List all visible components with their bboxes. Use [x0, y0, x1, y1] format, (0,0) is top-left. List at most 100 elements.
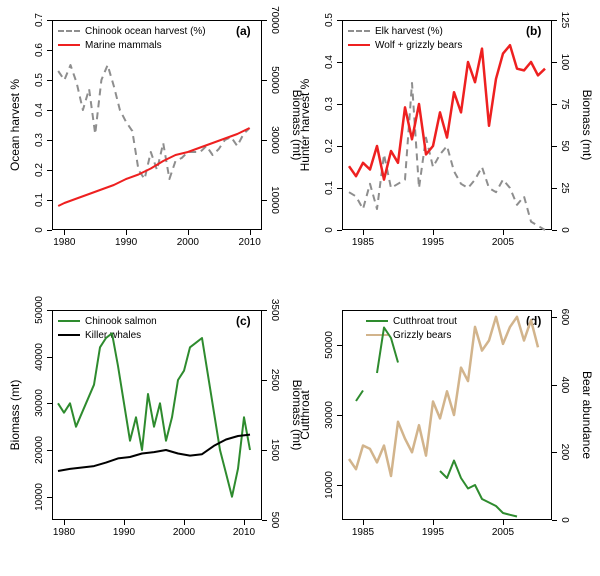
legend: Chinook ocean harvest (%)Marine mammals	[58, 24, 206, 52]
legend-swatch	[58, 334, 80, 336]
y-right-tick-label: 30000	[269, 120, 280, 160]
legend-swatch	[58, 320, 80, 322]
x-tick-label: 2010	[235, 237, 265, 248]
y-left-tick-label: 20000	[34, 430, 45, 470]
y-right-tick	[262, 200, 267, 201]
y-left-tick	[337, 485, 342, 486]
y-left-tick	[47, 310, 52, 311]
x-tick-label: 1990	[111, 237, 141, 248]
x-tick	[126, 230, 127, 235]
y-right-tick-label: 0	[559, 210, 570, 250]
y-left-tick	[47, 230, 52, 231]
y-right-tick-label: 3500	[269, 290, 280, 330]
y-left-tick	[47, 170, 52, 171]
y-left-tick-label: 50000	[324, 325, 335, 365]
y-right-tick-label: 100	[559, 42, 570, 82]
y-right-tick-label: 50000	[269, 60, 280, 100]
panel-tag: (c)	[236, 314, 256, 328]
y-left-tick	[337, 345, 342, 346]
y-right-tick	[552, 188, 557, 189]
legend-label: Wolf + grizzly bears	[375, 40, 462, 51]
y-left-tick	[47, 80, 52, 81]
legend: Cutthroat trout Grizzly bears	[366, 314, 457, 342]
y-right-tick	[262, 380, 267, 381]
x-tick	[433, 230, 434, 235]
y-left-tick	[337, 415, 342, 416]
y-left-label: Cutthroat	[298, 310, 312, 520]
panel-tag: (d)	[526, 314, 546, 328]
legend-label: Chinook ocean harvest (%)	[85, 26, 206, 37]
y-right-tick-label: 600	[559, 297, 570, 337]
legend: Elk harvest (%) Wolf + grizzly bears	[348, 24, 462, 52]
y-right-label: Biomass (mt)	[580, 20, 594, 230]
y-left-tick-label: 0.7	[34, 0, 45, 40]
x-tick	[244, 520, 245, 525]
legend-label: Chinook salmon	[85, 316, 157, 327]
y-right-tick	[552, 20, 557, 21]
panel-b: 19851995200500.10.20.30.40.5025507510012…	[342, 20, 552, 230]
y-left-tick	[337, 104, 342, 105]
y-left-tick	[337, 20, 342, 21]
x-tick-label: 1985	[348, 237, 378, 248]
panel-c: 1980199020002010100002000030000400005000…	[52, 310, 262, 520]
y-left-label: Hunter harvest %	[298, 20, 312, 230]
legend-swatch	[366, 334, 388, 336]
x-tick-label: 2000	[169, 527, 199, 538]
legend-label: Grizzly bears	[393, 330, 451, 341]
y-left-tick	[47, 450, 52, 451]
y-right-tick	[552, 104, 557, 105]
y-left-tick	[47, 140, 52, 141]
x-tick-label: 2010	[229, 527, 259, 538]
x-tick-label: 1990	[109, 527, 139, 538]
x-tick	[433, 520, 434, 525]
y-left-tick	[47, 110, 52, 111]
panel-tag: (a)	[236, 24, 256, 38]
y-right-tick	[552, 452, 557, 453]
x-tick-label: 1980	[49, 527, 79, 538]
x-tick	[124, 520, 125, 525]
y-right-tick	[262, 520, 267, 521]
y-left-tick-label: 50000	[34, 290, 45, 330]
legend-swatch	[348, 44, 370, 46]
y-left-tick	[337, 188, 342, 189]
legend-item: Chinook salmon	[58, 314, 157, 328]
y-left-tick-label: 30000	[324, 395, 335, 435]
y-right-tick-label: 70000	[269, 0, 280, 40]
legend-item: Wolf + grizzly bears	[348, 38, 462, 52]
x-tick-label: 2000	[173, 237, 203, 248]
x-tick-label: 1980	[49, 237, 79, 248]
legend-label: Killer whales	[85, 330, 141, 341]
legend-swatch	[348, 30, 370, 32]
y-right-tick	[262, 310, 267, 311]
y-left-tick	[47, 200, 52, 201]
y-left-tick	[47, 357, 52, 358]
y-right-tick-label: 25	[559, 168, 570, 208]
y-right-tick-label: 200	[559, 432, 570, 472]
legend-swatch	[366, 320, 388, 322]
y-left-tick	[47, 497, 52, 498]
y-right-tick	[552, 385, 557, 386]
y-right-tick	[552, 62, 557, 63]
legend-label: Cutthroat trout	[393, 316, 457, 327]
y-right-tick-label: 500	[269, 500, 280, 540]
legend-item: Grizzly bears	[366, 328, 457, 342]
legend: Chinook salmon Killer whales	[58, 314, 157, 342]
legend-item: Cutthroat trout	[366, 314, 457, 328]
panel-tag: (b)	[526, 24, 546, 38]
y-left-tick	[337, 230, 342, 231]
panel-a: 198019902000201000.10.20.30.40.50.60.710…	[52, 20, 262, 230]
panel-d: 1985199520051000030000500000200400600Cut…	[342, 310, 552, 520]
y-right-tick-label: 0	[559, 500, 570, 540]
y-left-label: Ocean harvest %	[8, 20, 22, 230]
y-left-tick-label: 0	[324, 210, 335, 250]
y-right-tick	[262, 450, 267, 451]
legend-item: Marine mammals	[58, 38, 206, 52]
x-tick	[64, 520, 65, 525]
y-left-tick	[47, 50, 52, 51]
y-right-tick	[262, 140, 267, 141]
legend-item: Elk harvest (%)	[348, 24, 462, 38]
y-right-tick-label: 1500	[269, 430, 280, 470]
legend-swatch	[58, 44, 80, 46]
y-left-tick-label: 30000	[34, 383, 45, 423]
y-right-tick	[552, 317, 557, 318]
